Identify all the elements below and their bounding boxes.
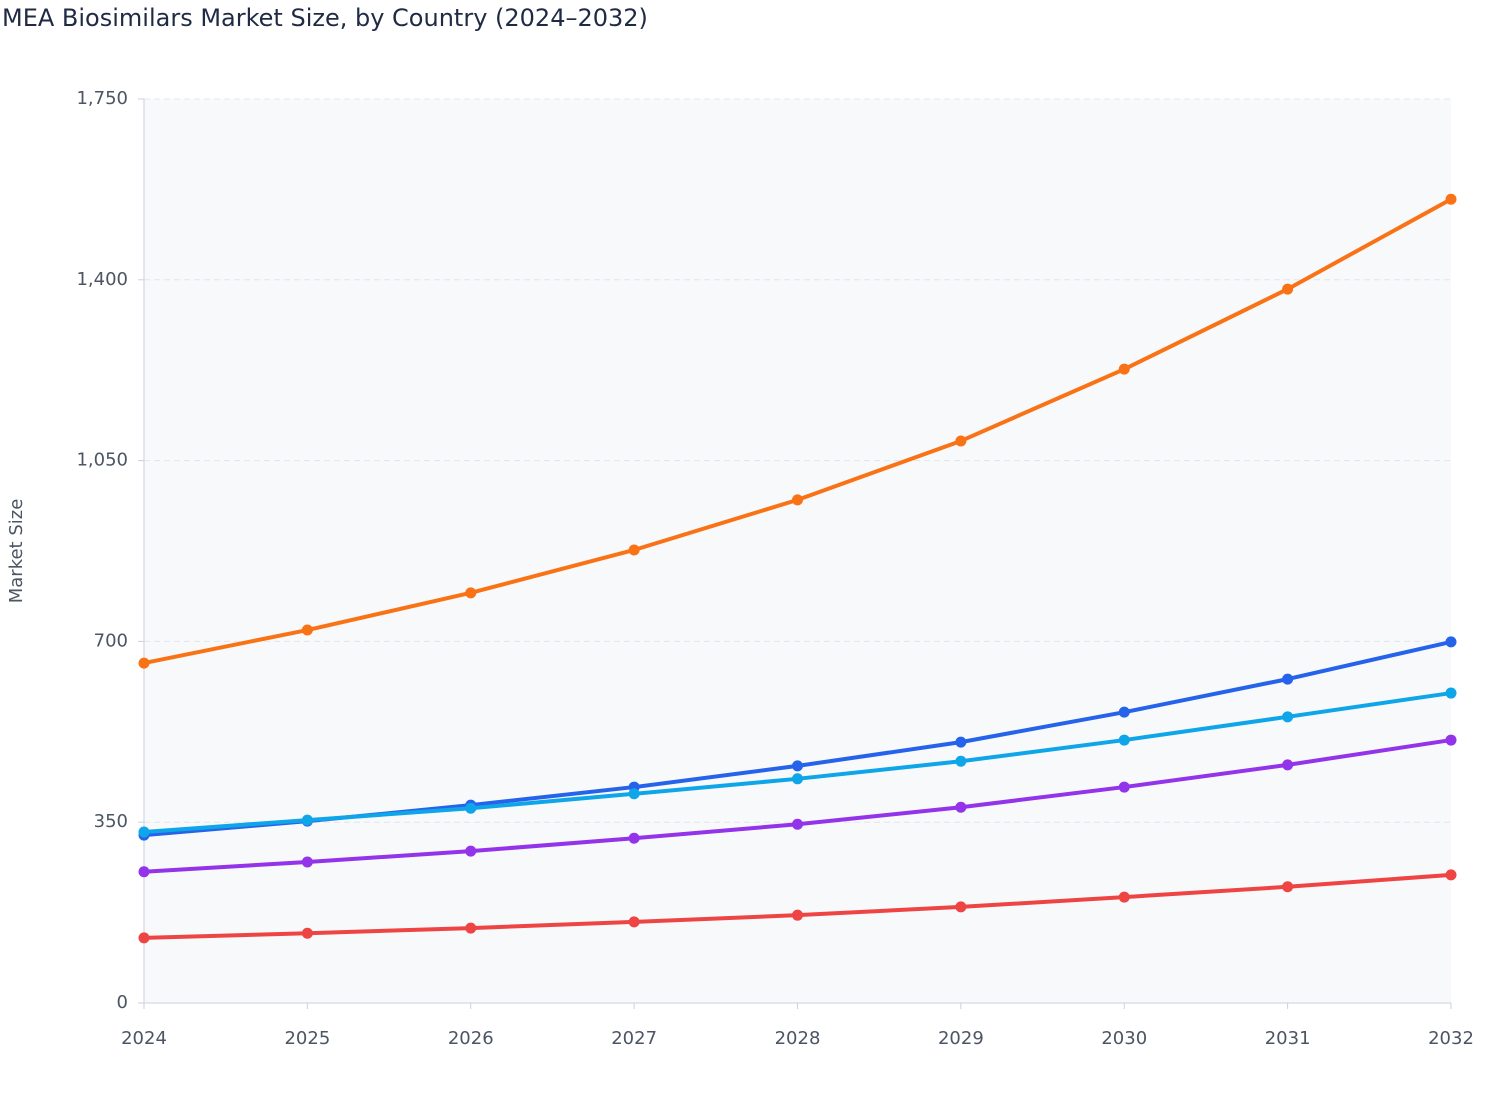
data-point	[1118, 781, 1130, 793]
data-point	[1282, 759, 1294, 771]
data-point	[955, 755, 967, 767]
data-point	[792, 773, 803, 785]
data-point	[955, 901, 967, 913]
data-point	[1445, 687, 1457, 699]
plot-background	[144, 99, 1451, 1003]
y-tick-label: 1,400	[76, 269, 128, 290]
data-point	[1445, 869, 1457, 881]
data-point	[465, 922, 477, 934]
data-point	[792, 494, 803, 506]
data-point	[465, 845, 477, 857]
data-point	[1445, 193, 1457, 205]
data-point	[301, 814, 313, 826]
data-point	[1282, 711, 1294, 723]
data-point	[628, 832, 640, 844]
data-point	[1118, 891, 1130, 903]
data-point	[955, 435, 967, 447]
data-point	[628, 916, 640, 928]
data-point	[138, 657, 150, 669]
data-point	[792, 818, 803, 830]
data-point	[792, 760, 803, 772]
data-point	[138, 866, 150, 878]
data-point	[1118, 363, 1130, 375]
data-point	[301, 856, 313, 868]
data-point	[301, 624, 313, 636]
x-tick-label: 2028	[775, 1028, 821, 1049]
data-point	[955, 801, 967, 813]
data-point	[792, 909, 803, 921]
data-point	[628, 788, 640, 800]
data-point	[1282, 673, 1294, 685]
x-tick-label: 2024	[121, 1028, 167, 1049]
data-point	[465, 802, 477, 814]
x-tick-label: 2025	[284, 1028, 330, 1049]
x-tick-label: 2029	[938, 1028, 984, 1049]
y-axis-label: Market Size	[6, 499, 27, 604]
data-point	[955, 736, 967, 748]
chart-title: MEA Biosimilars Market Size, by Country …	[2, 4, 648, 32]
data-point	[628, 544, 640, 556]
x-tick-label: 2032	[1428, 1028, 1474, 1049]
y-tick-label: 700	[94, 630, 128, 651]
x-tick-label: 2026	[448, 1028, 494, 1049]
data-point	[1118, 734, 1130, 746]
y-tick-label: 350	[94, 811, 128, 832]
data-point	[138, 932, 150, 944]
data-point	[1118, 706, 1130, 718]
x-tick-label: 2027	[611, 1028, 657, 1049]
x-tick-label: 2031	[1265, 1028, 1311, 1049]
data-point	[1282, 881, 1294, 893]
x-tick-label: 2030	[1101, 1028, 1147, 1049]
data-point	[1445, 636, 1457, 648]
y-tick-label: 1,750	[76, 88, 128, 109]
data-point	[301, 927, 313, 939]
data-point	[1445, 734, 1457, 746]
data-point	[1282, 283, 1294, 295]
y-tick-label: 0	[117, 992, 128, 1013]
y-tick-label: 1,050	[76, 450, 128, 471]
data-point	[138, 826, 150, 838]
data-point	[465, 587, 477, 599]
